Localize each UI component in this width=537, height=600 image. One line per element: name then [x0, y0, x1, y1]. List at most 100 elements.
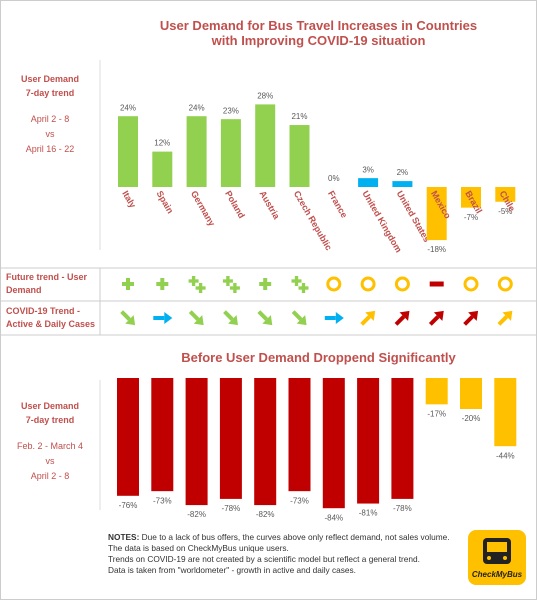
value-label: -84%	[324, 513, 343, 522]
value-label: 28%	[257, 92, 273, 101]
arrow-head	[125, 315, 136, 326]
arrow-icon	[428, 310, 444, 326]
logo-light	[503, 556, 507, 560]
arrow-icon	[324, 312, 344, 324]
panel-heading: User Demand	[20, 401, 80, 411]
plus-icon	[294, 276, 299, 286]
notes-label: NOTES:	[108, 532, 140, 542]
value-label: 23%	[223, 106, 239, 115]
arrow-head	[502, 310, 513, 321]
value-label: -44%	[496, 451, 515, 460]
value-label: 12%	[154, 139, 170, 148]
arrow-icon	[291, 310, 307, 326]
note: Due to a lack of bus offers, the curves …	[108, 532, 450, 553]
logo: CheckMyBus	[468, 530, 526, 585]
bar	[117, 378, 139, 496]
bar	[322, 378, 345, 509]
category-label: United States	[395, 189, 432, 244]
bar	[461, 187, 481, 208]
arrow-shaft	[153, 316, 165, 320]
arrow-shaft	[223, 310, 234, 321]
bar	[255, 104, 276, 187]
arrow-icon	[188, 310, 204, 326]
value-label: 21%	[291, 112, 307, 121]
bar	[391, 378, 414, 499]
logo-light	[487, 556, 491, 560]
value-label: 24%	[120, 103, 136, 112]
vs: vs	[45, 456, 55, 466]
bar	[425, 378, 448, 405]
value-label: -17%	[427, 409, 446, 418]
plus-icon	[301, 283, 306, 293]
category-label: Italy	[120, 189, 138, 210]
title: User Demand for Bus Travel Increases in …	[100, 18, 537, 48]
period: April 2 - 8	[30, 114, 70, 124]
category-label: United Kingdom	[360, 189, 403, 254]
arrow-head	[296, 315, 307, 326]
arrow-icon	[257, 310, 273, 326]
arrow-shaft	[188, 310, 200, 321]
note: Trends on COVID-19 are not created by a …	[108, 554, 420, 564]
bar	[185, 378, 208, 506]
arrow-head	[365, 310, 376, 321]
category-label: France	[326, 189, 349, 220]
arrow-icon	[394, 310, 410, 326]
category-label: Czech Republic	[292, 189, 334, 252]
value-label: 24%	[189, 103, 205, 112]
arrow-shaft	[497, 315, 509, 326]
chart-title: Before User Demand Droppend Significantl…	[181, 350, 456, 365]
value-label: 3%	[362, 165, 374, 174]
title-line: User Demand for Bus Travel Increases in …	[159, 18, 478, 33]
bar	[152, 151, 173, 187]
plus-icon	[233, 283, 237, 293]
bar	[151, 378, 174, 492]
value-label: -81%	[359, 509, 378, 518]
arrow-icon	[120, 310, 136, 326]
arrow-head	[164, 312, 173, 324]
bar	[254, 378, 277, 506]
arrow-shaft	[291, 310, 303, 321]
logo-window	[487, 542, 507, 552]
circle-icon	[326, 276, 342, 292]
arrow-icon	[223, 310, 238, 326]
value-label: -20%	[462, 414, 481, 423]
arrow-shaft	[463, 315, 474, 326]
arrow-head	[228, 315, 238, 326]
panel-heading: 7-day trend	[25, 415, 75, 425]
category-label: Poland	[223, 189, 247, 220]
arrow-head	[193, 315, 204, 326]
value-label: -78%	[222, 504, 241, 513]
side-panel: User Demand 7-day trend April 2 - 8 vs A…	[0, 72, 100, 157]
side-panel: User Demand 7-day trend Feb. 2 - March 4…	[0, 399, 100, 484]
bar	[118, 116, 138, 187]
bar	[357, 378, 380, 504]
bar	[289, 125, 310, 187]
period: April 2 - 8	[30, 471, 70, 481]
value-label: -78%	[393, 504, 412, 513]
period: April 16 - 22	[25, 144, 75, 154]
panel-heading: User Demand	[20, 74, 80, 84]
value-label: 2%	[397, 168, 409, 177]
circle-icon	[463, 276, 479, 292]
value-label: -73%	[153, 496, 172, 505]
category-label: Austria	[257, 189, 282, 222]
category-label: Germany	[189, 189, 217, 228]
title-line: with Improving COVID-19 situation	[211, 33, 426, 48]
arrow-head	[433, 310, 444, 321]
value-label: -76%	[119, 501, 138, 510]
arrow-shaft	[360, 315, 371, 326]
bar	[186, 116, 207, 187]
arrow-icon	[153, 312, 173, 324]
arrow-shaft	[394, 315, 406, 326]
logo-text: CheckMyBus	[472, 570, 523, 579]
value-label: -73%	[290, 496, 309, 505]
arrow-head	[335, 312, 344, 324]
category-label: Spain	[155, 189, 176, 215]
bar	[358, 178, 379, 187]
circle-icon	[360, 276, 376, 292]
bar	[494, 378, 517, 447]
row-label: Future trend - User Demand	[6, 272, 88, 295]
bar	[460, 378, 482, 409]
note: Data is taken from "worldometer" - growt…	[108, 565, 356, 575]
minus-icon	[429, 281, 444, 287]
